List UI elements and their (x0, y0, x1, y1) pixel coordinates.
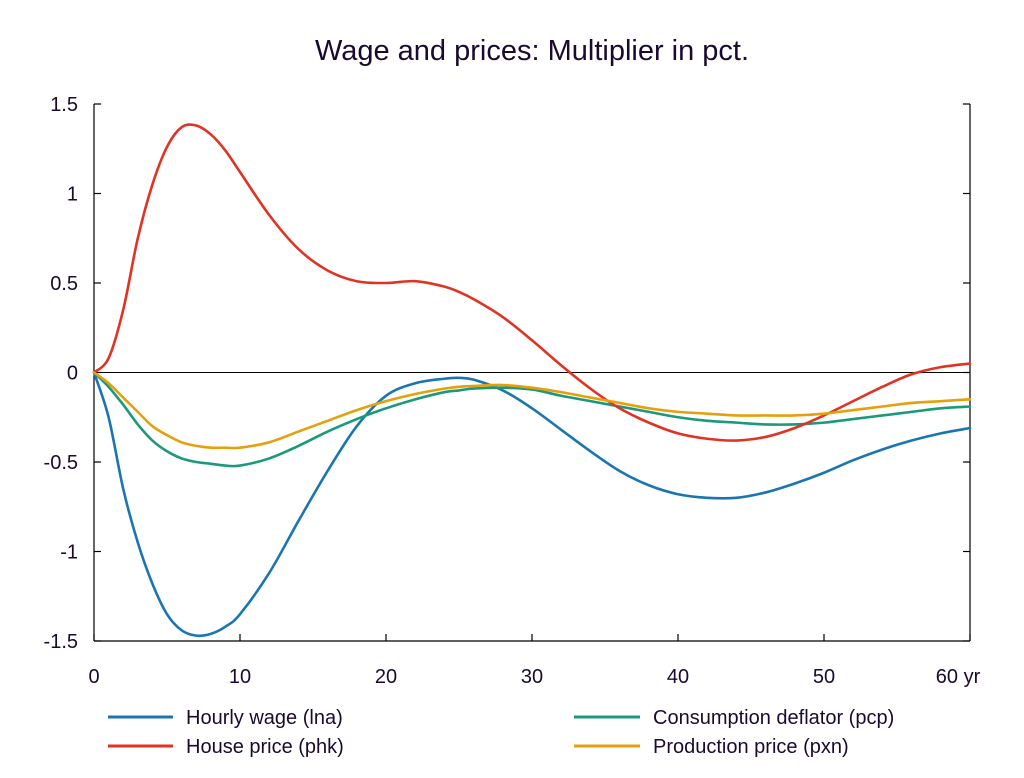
y-tick-label: 1 (67, 184, 78, 206)
x-tick-label: 40 (667, 666, 689, 688)
y-tick-label: 1.5 (50, 94, 78, 116)
chart-title: Wage and prices: Multiplier in pct. (315, 35, 749, 67)
legend-item-consumption-deflator: Consumption deflator (pcp) (574, 707, 894, 729)
legend-label-production-price: Production price (pxn) (653, 736, 849, 758)
y-tick-label: -1 (60, 542, 78, 564)
series-line-production-price-pxn (92, 371, 972, 450)
legend-item-house-price: House price (phk) (108, 736, 344, 758)
legend-item-production-price: Production price (pxn) (574, 736, 849, 758)
x-tick-label: 0 (88, 666, 99, 688)
x-tick-label: 20 (375, 666, 397, 688)
legend-item-hourly-wage: Hourly wage (lna) (108, 707, 343, 729)
x-tick-label: 50 (813, 666, 835, 688)
y-tick-label: 0.5 (50, 273, 78, 295)
series-group (92, 123, 972, 638)
x-tick-group: 0 10 20 30 40 50 60 yr (88, 634, 981, 688)
series-line-hourly-wage-lna (92, 371, 972, 638)
y-tick-group: 1.5 1 0.5 0 -0.5 -1 -1.5 (44, 94, 970, 653)
x-tick-label: 30 (521, 666, 543, 688)
x-tick-label: 60 yr (936, 666, 981, 688)
y-tick-label: 0 (67, 363, 78, 385)
legend: Hourly wage (lna) Consumption deflator (… (108, 707, 894, 758)
legend-label-consumption-deflator: Consumption deflator (pcp) (653, 707, 894, 729)
legend-label-house-price: House price (phk) (186, 736, 344, 758)
series-line-house-price-phk (92, 123, 972, 442)
legend-label-hourly-wage: Hourly wage (lna) (186, 707, 343, 729)
series-line-consumption-deflator-pcp (92, 371, 972, 468)
x-tick-label: 10 (229, 666, 251, 688)
y-tick-label: -1.5 (44, 631, 78, 653)
y-tick-label: -0.5 (44, 452, 78, 474)
